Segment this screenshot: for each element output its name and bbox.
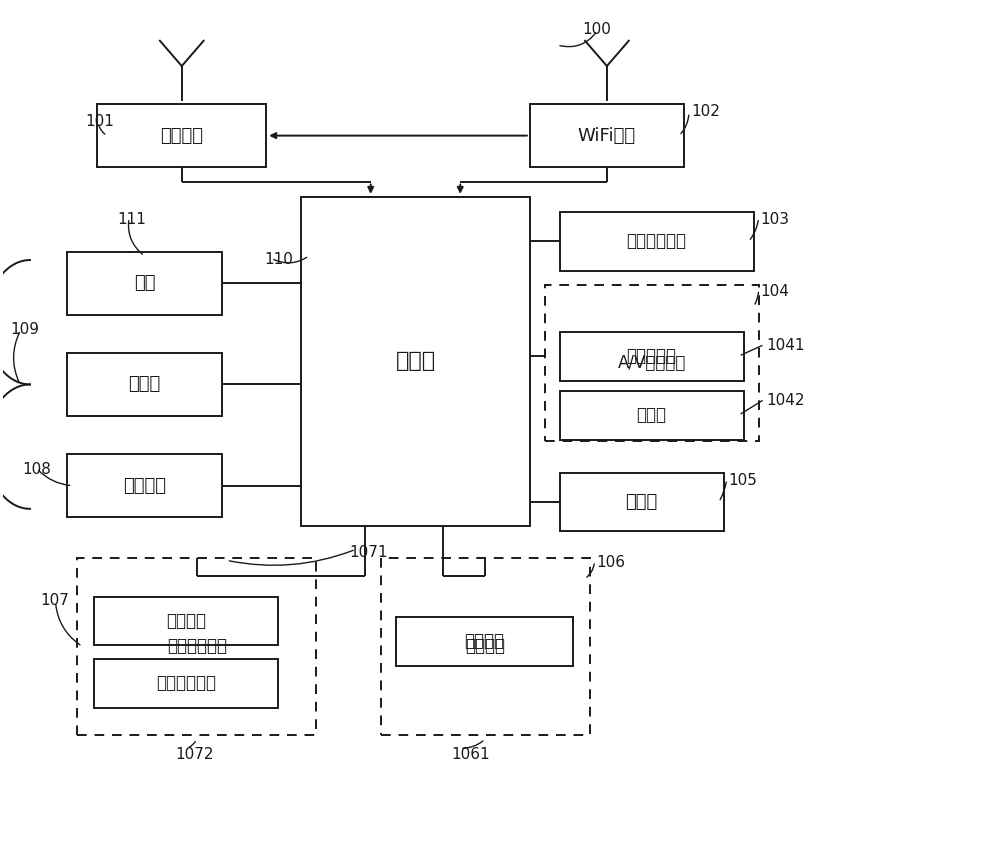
FancyBboxPatch shape: [396, 617, 573, 666]
Text: 110: 110: [264, 251, 293, 267]
Text: 102: 102: [691, 104, 720, 119]
Text: 103: 103: [761, 212, 790, 227]
Text: 电源: 电源: [134, 274, 155, 292]
FancyBboxPatch shape: [560, 391, 744, 440]
Text: 109: 109: [11, 322, 40, 336]
FancyBboxPatch shape: [301, 197, 530, 526]
Text: 1041: 1041: [767, 339, 805, 353]
FancyBboxPatch shape: [67, 251, 222, 315]
Text: 104: 104: [761, 284, 789, 299]
FancyBboxPatch shape: [94, 597, 278, 645]
Text: 显示单元: 显示单元: [465, 638, 505, 655]
Text: 1072: 1072: [176, 747, 214, 762]
Text: 108: 108: [23, 463, 52, 477]
Text: 接口单元: 接口单元: [123, 476, 166, 495]
FancyBboxPatch shape: [381, 558, 590, 735]
FancyBboxPatch shape: [94, 659, 278, 708]
Text: 显示面板: 显示面板: [464, 633, 504, 650]
FancyBboxPatch shape: [545, 285, 759, 441]
Text: 处理器: 处理器: [395, 351, 436, 371]
FancyBboxPatch shape: [67, 454, 222, 517]
Text: 存储器: 存储器: [128, 375, 161, 393]
Text: 麦克风: 麦克风: [637, 406, 667, 424]
FancyBboxPatch shape: [560, 474, 724, 531]
Text: 图形处理器: 图形处理器: [627, 347, 677, 365]
Text: 触控面板: 触控面板: [166, 612, 206, 630]
Text: 101: 101: [85, 114, 114, 129]
FancyBboxPatch shape: [560, 212, 754, 271]
Text: 106: 106: [596, 555, 625, 571]
Text: 音频输出单元: 音频输出单元: [627, 233, 687, 250]
FancyBboxPatch shape: [560, 332, 744, 380]
Text: 1071: 1071: [349, 545, 387, 560]
Text: 105: 105: [729, 474, 758, 488]
Text: 用户输入单元: 用户输入单元: [167, 638, 227, 655]
Text: 其他输入设备: 其他输入设备: [156, 674, 216, 693]
FancyBboxPatch shape: [67, 353, 222, 416]
Text: WiFi模块: WiFi模块: [578, 127, 636, 144]
Text: 100: 100: [583, 22, 611, 37]
Text: 107: 107: [41, 593, 69, 608]
FancyBboxPatch shape: [97, 104, 266, 167]
Text: 传感器: 传感器: [626, 493, 658, 511]
FancyBboxPatch shape: [530, 104, 684, 167]
Text: 1061: 1061: [451, 747, 490, 762]
Text: 111: 111: [117, 212, 146, 227]
Text: A/V输入单元: A/V输入单元: [617, 354, 686, 373]
Text: 射频单元: 射频单元: [160, 127, 203, 144]
FancyBboxPatch shape: [77, 558, 316, 735]
Text: 1042: 1042: [767, 393, 805, 408]
